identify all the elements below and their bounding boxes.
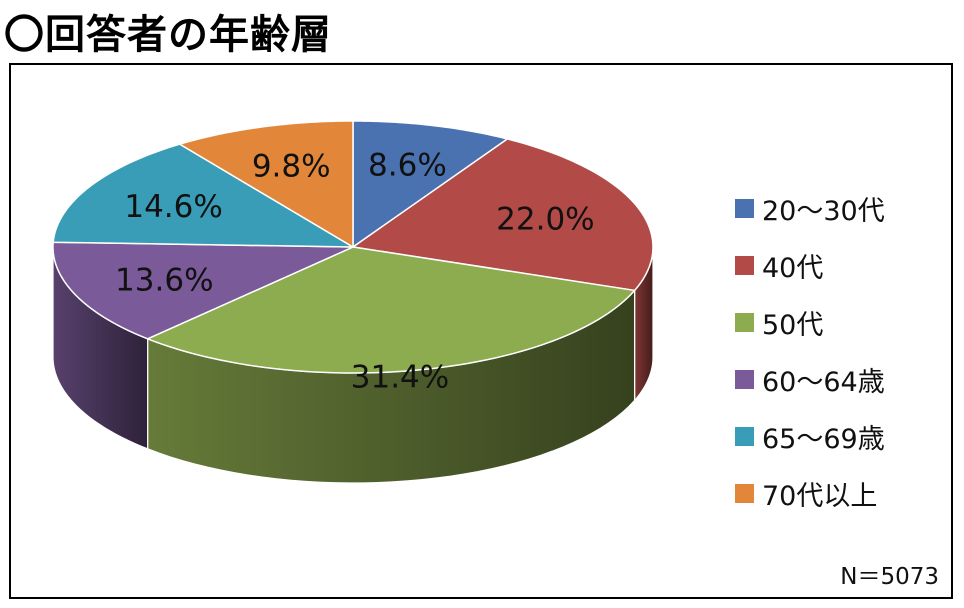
chart-frame: 8.6% 22.0% 31.4% 13.6% 14.6% 9.8% 20～30代 40代 50… (9, 63, 953, 599)
legend-item: 40代 (735, 237, 885, 294)
legend-swatch (735, 484, 754, 503)
legend-item: 65～69歳 (735, 408, 885, 465)
pie-data-labels: 8.6% 22.0% 31.4% 13.6% 14.6% 9.8% (115, 147, 595, 395)
legend-item: 20～30代 (735, 180, 885, 237)
legend-swatch (735, 199, 754, 218)
pie-slice-0 (352, 120, 509, 248)
legend-label: 20～30代 (762, 196, 885, 227)
pie-slice-4 (52, 143, 354, 248)
data-label-5: 9.8% (252, 148, 331, 184)
data-label-2: 31.4% (351, 359, 449, 395)
legend-item: 70代以上 (735, 465, 885, 522)
legend-item: 60～64歳 (735, 351, 885, 408)
data-label-4: 14.6% (124, 189, 222, 225)
pie-sides (52, 246, 654, 484)
page-title: 〇回答者の年齢層 (4, 12, 332, 58)
legend-label: 65～69歳 (762, 424, 885, 455)
data-label-3: 13.6% (115, 263, 213, 299)
pie-chart: 8.6% 22.0% 31.4% 13.6% 14.6% 9.8% (52, 120, 654, 484)
legend-item: 50代 (735, 294, 885, 351)
pie-slice-2 (146, 246, 636, 374)
legend-label: 50代 (762, 310, 824, 341)
pie-slice-1 (352, 138, 654, 292)
legend: 20～30代 40代 50代 60～64歳 65～69歳 70代以上 (735, 180, 885, 522)
pie-slice-3 (52, 241, 354, 340)
pie-top (52, 120, 654, 374)
legend-swatch (735, 370, 754, 389)
data-label-1: 22.0% (496, 202, 594, 238)
data-label-0: 8.6% (368, 147, 447, 183)
legend-label: 60～64歳 (762, 367, 885, 398)
pie-slice-5 (178, 120, 354, 248)
legend-swatch (735, 313, 754, 332)
legend-label: 40代 (762, 253, 824, 284)
sample-size: N＝5073 (840, 564, 939, 590)
legend-swatch (735, 427, 754, 446)
legend-label: 70代以上 (762, 481, 878, 512)
legend-swatch (735, 256, 754, 275)
